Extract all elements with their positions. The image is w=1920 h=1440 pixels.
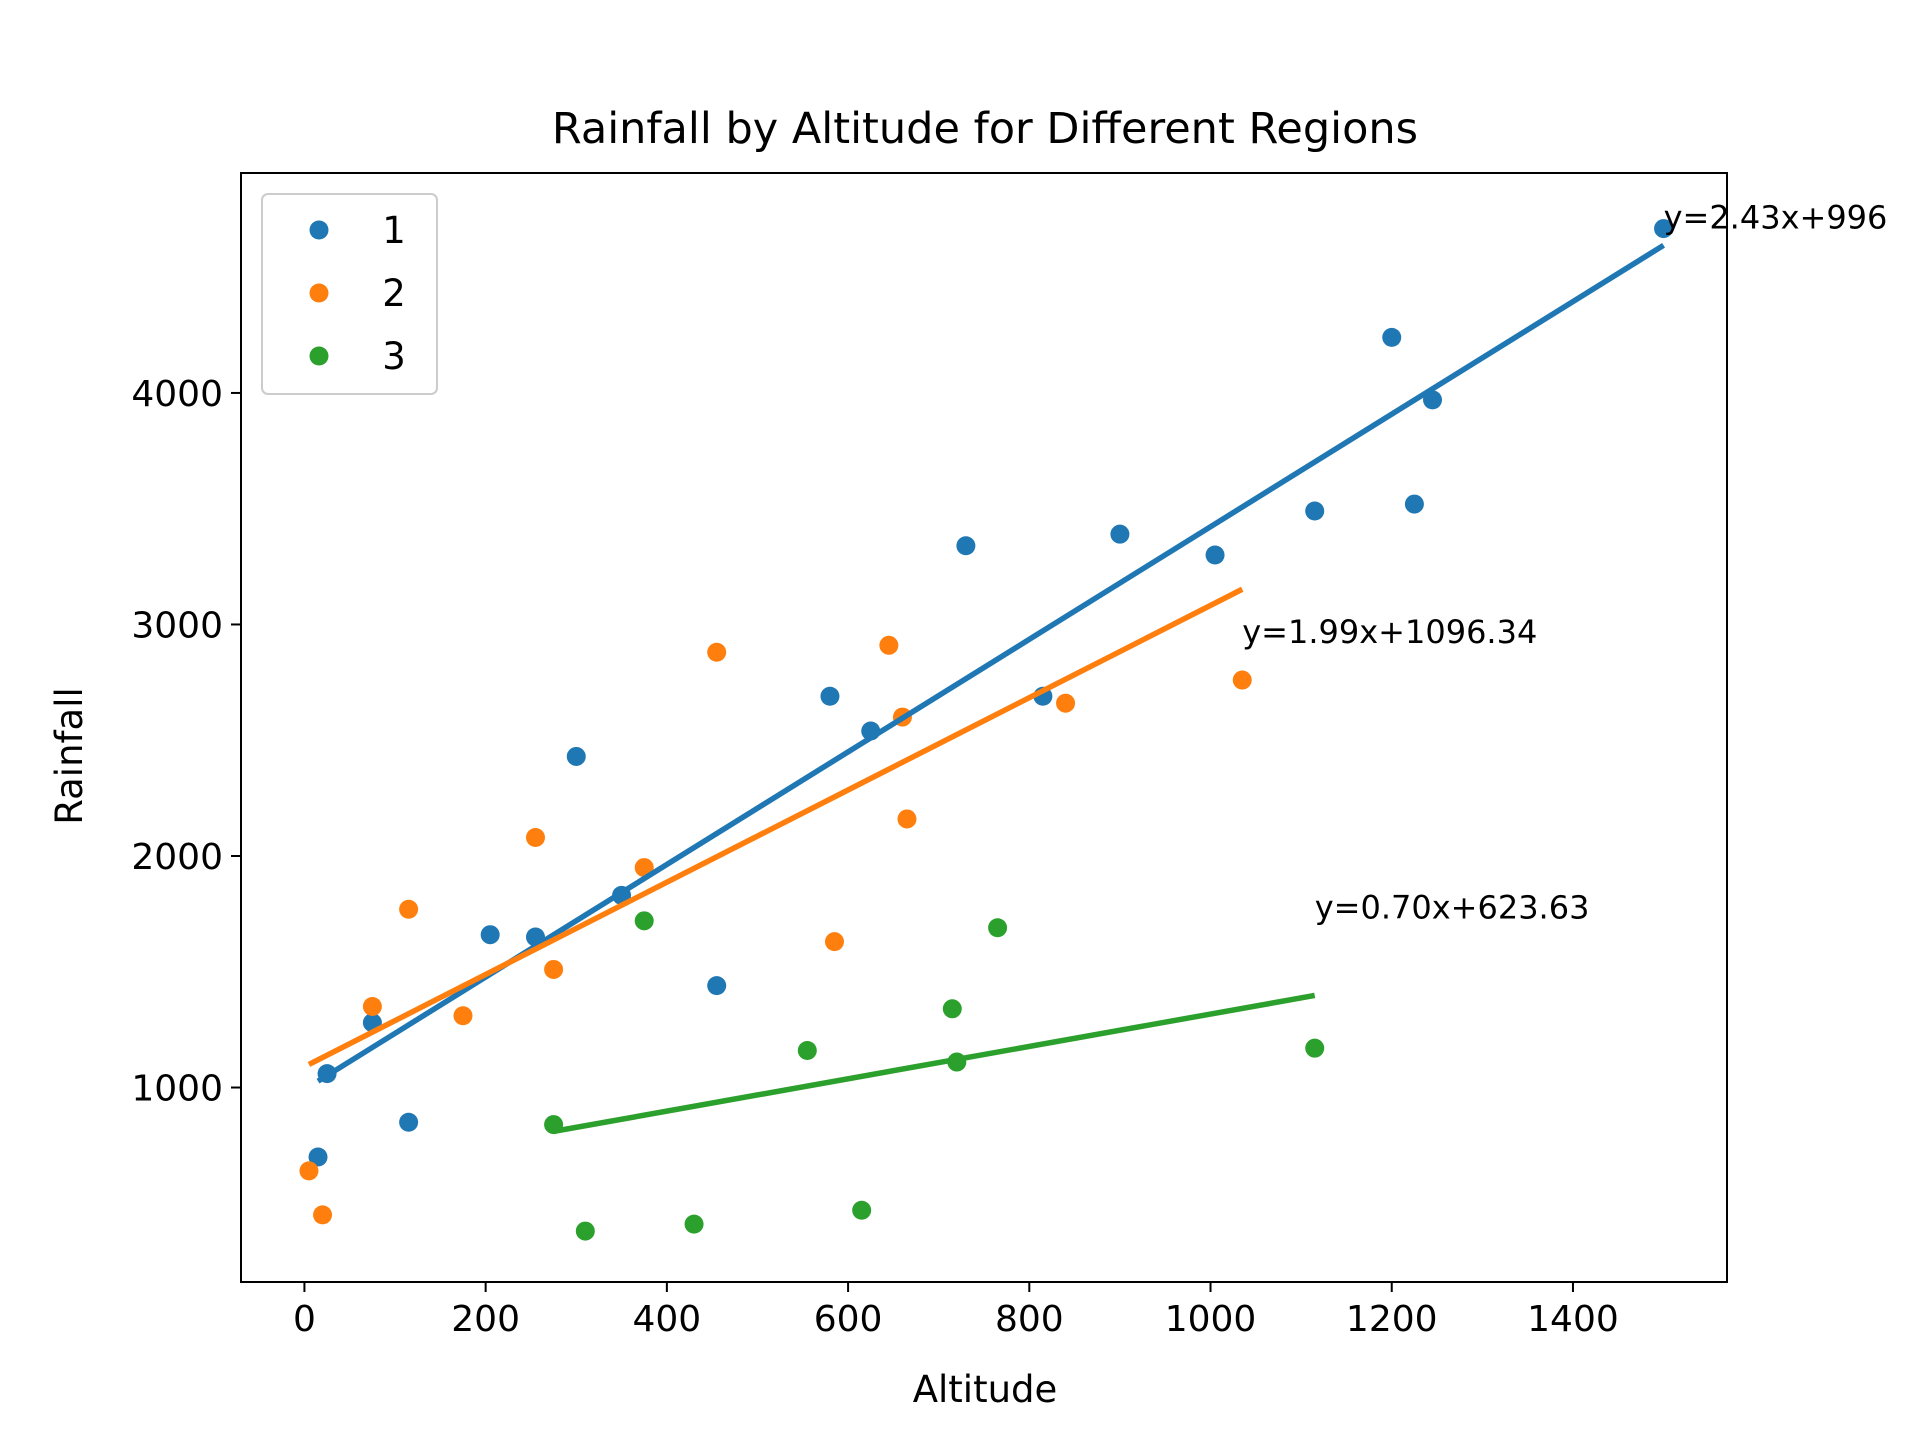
- series-1-point: [1382, 327, 1402, 347]
- series-1-point: [956, 536, 976, 556]
- series-1-equation: y=2.43x+996: [1664, 199, 1888, 237]
- series-2-point: [879, 635, 899, 655]
- series-2-point: [453, 1006, 473, 1026]
- series-3-point: [942, 999, 962, 1019]
- series-1-point: [566, 746, 586, 766]
- legend-label-3: 3: [382, 335, 406, 378]
- legend-box: [261, 193, 438, 395]
- series-2-fit-line: [307, 586, 1244, 1067]
- series-1-point: [820, 686, 840, 706]
- series-1-point: [1423, 390, 1443, 410]
- series-2-point: [399, 899, 419, 919]
- x-tick-label: 200: [451, 1299, 520, 1340]
- plot-frame: [240, 172, 1728, 1283]
- series-2-point: [707, 642, 727, 662]
- series-2-point: [299, 1161, 319, 1181]
- series-2-point: [1056, 693, 1076, 713]
- y-tick-label: 3000: [131, 605, 223, 646]
- series-1-point: [308, 1147, 328, 1167]
- series-1-point: [707, 976, 727, 996]
- chart-title: Rainfall by Altitude for Different Regio…: [552, 104, 1418, 154]
- series-1-point: [1404, 494, 1424, 514]
- series-3-point: [797, 1040, 817, 1060]
- series-3-point: [1305, 1038, 1325, 1058]
- series-2-point: [1232, 670, 1252, 690]
- series-2-point: [544, 959, 564, 979]
- plot-area: 0 200 400 600 800 1000 1200 1400 1000 2000 3000 400…: [131, 172, 1888, 1340]
- series-1-point: [399, 1112, 419, 1132]
- series-1-point: [1654, 219, 1674, 239]
- series-2-point: [824, 932, 844, 952]
- series-2-point: [313, 1205, 333, 1225]
- y-tick-label: 1000: [131, 1069, 223, 1110]
- series-1-fit-line: [316, 242, 1666, 1084]
- series-2-point: [897, 809, 917, 829]
- series-2-point: [634, 858, 654, 878]
- legend-label-2: 2: [382, 272, 406, 315]
- legend-label-1: 1: [382, 209, 406, 252]
- series-3-fit-line: [553, 992, 1316, 1135]
- series-3-equation: y=0.70x+623.63: [1315, 889, 1590, 927]
- series-1-point: [1305, 501, 1325, 521]
- series-3-point: [634, 911, 654, 931]
- series-1-point: [1110, 524, 1130, 544]
- y-axis-label: Rainfall: [48, 687, 91, 825]
- legend: 1 2 3: [261, 193, 438, 395]
- series-3-point: [575, 1221, 595, 1241]
- series-1-point: [480, 925, 500, 945]
- x-tick-label: 1000: [1165, 1299, 1257, 1340]
- series-3-point: [988, 918, 1008, 938]
- x-tick-label: 600: [814, 1299, 883, 1340]
- series-2-point: [525, 827, 545, 847]
- x-tick-label: 1200: [1346, 1299, 1438, 1340]
- y-tick-label: 4000: [131, 374, 223, 415]
- x-tick-label: 400: [633, 1299, 702, 1340]
- series-2-equation: y=1.99x+1096.34: [1242, 613, 1537, 651]
- x-tick-label: 0: [293, 1299, 316, 1340]
- legend-marker-3: [309, 346, 329, 366]
- x-tick-label: 800: [995, 1299, 1064, 1340]
- x-axis-label: Altitude: [913, 1368, 1058, 1411]
- series-3-point: [852, 1200, 872, 1220]
- legend-marker-1: [309, 220, 329, 240]
- y-tick-label: 2000: [131, 837, 223, 878]
- series-2-point: [362, 996, 382, 1016]
- series-1-point: [1205, 545, 1225, 565]
- series-3-point: [684, 1214, 704, 1234]
- legend-marker-2: [309, 283, 329, 303]
- x-tick-label: 1400: [1527, 1299, 1619, 1340]
